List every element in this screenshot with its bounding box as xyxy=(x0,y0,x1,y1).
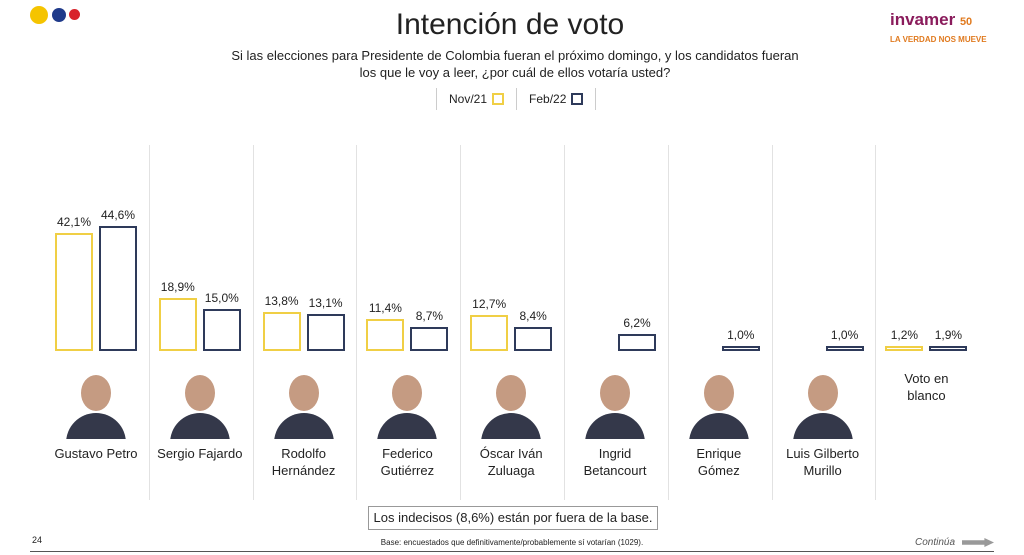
logo-tagline: LA VERDAD NOS MUEVE xyxy=(890,35,987,44)
column-separator xyxy=(148,145,150,500)
candidate-name: Ingrid Betancourt xyxy=(583,446,647,478)
photo-body xyxy=(273,413,334,439)
candidate-photo xyxy=(788,367,858,439)
photo-body xyxy=(481,413,542,439)
bar xyxy=(514,327,553,351)
bar xyxy=(618,333,656,351)
bar xyxy=(202,309,241,351)
bar xyxy=(99,226,137,351)
photo-head xyxy=(703,375,734,411)
bar xyxy=(306,314,345,351)
candidate-photo xyxy=(372,367,442,439)
footer-rule xyxy=(30,551,994,552)
candidate-photo xyxy=(165,367,235,439)
candidate-name: Óscar Iván Zuluaga xyxy=(479,446,543,478)
bar xyxy=(470,315,509,351)
bar xyxy=(721,346,760,351)
column-separator xyxy=(356,145,358,500)
candidate-name: Enrique Gómez xyxy=(696,446,742,478)
photo-body xyxy=(169,413,230,439)
photo-head xyxy=(392,375,423,411)
note: Los indecisos (8,6%) están por fuera de … xyxy=(368,506,658,530)
legend-item: Feb/22 xyxy=(516,88,597,110)
candidate-photo xyxy=(269,367,339,439)
candidate-name: Voto en blanco xyxy=(904,371,949,403)
legend-swatch xyxy=(571,93,584,105)
photo-head xyxy=(184,375,215,411)
value-label: 42,1% xyxy=(56,215,92,230)
value-label: 1,2% xyxy=(890,328,919,342)
value-label: 1,0% xyxy=(727,328,755,342)
column-separator xyxy=(875,145,877,500)
logo-brand: invamer xyxy=(890,10,956,29)
candidate-name: Sergio Fajardo xyxy=(157,446,243,461)
candidate-name: Luis Gilberto Murillo xyxy=(786,446,860,478)
bar xyxy=(55,233,93,351)
subtitle: Si las elecciones para Presidente de Col… xyxy=(231,48,799,80)
page-number: 24 xyxy=(32,535,43,545)
column-separator xyxy=(252,145,254,500)
value-label: 13,1% xyxy=(308,296,343,311)
bar xyxy=(366,319,405,351)
candidate-photo xyxy=(684,367,754,439)
bar xyxy=(929,345,968,351)
value-label: 18,9% xyxy=(160,280,195,295)
photo-head xyxy=(496,375,527,411)
legend-swatch xyxy=(492,93,505,105)
photo-head xyxy=(288,375,319,411)
logo-anniversary: 50 xyxy=(959,16,973,28)
photo-head xyxy=(81,375,111,411)
value-label: 6,2% xyxy=(623,315,651,330)
bar xyxy=(885,346,924,351)
bar xyxy=(262,312,301,351)
value-label: 8,7% xyxy=(415,308,444,323)
value-label: 8,4% xyxy=(519,309,547,324)
legend-item: Nov/21 xyxy=(436,88,516,110)
legend: Nov/21 Feb/22 xyxy=(436,88,597,110)
photo-body xyxy=(688,413,749,439)
value-label: 1,9% xyxy=(934,327,963,342)
column-separator xyxy=(460,145,462,500)
bar xyxy=(158,298,197,351)
candidate-name: Rodolfo Hernández xyxy=(271,446,336,478)
legend-label: Feb/22 xyxy=(529,92,567,106)
column-separator xyxy=(667,145,669,500)
logo: invamer 50 xyxy=(890,10,972,30)
bar xyxy=(410,326,449,351)
photo-body xyxy=(585,413,645,439)
value-label: 13,8% xyxy=(264,294,299,309)
value-label: 44,6% xyxy=(100,208,136,223)
legend-label: Nov/21 xyxy=(449,92,488,106)
photo-body xyxy=(66,413,126,439)
candidate-photo xyxy=(580,367,650,439)
value-label: 12,7% xyxy=(472,297,507,312)
photo-body xyxy=(377,413,438,439)
candidate-name: Gustavo Petro xyxy=(54,446,138,461)
photo-head xyxy=(807,375,838,411)
column-separator xyxy=(771,145,773,500)
photo-head xyxy=(600,375,630,411)
value-label: 11,4% xyxy=(368,301,402,316)
column-separator xyxy=(564,145,565,500)
candidate-photo xyxy=(61,367,131,439)
value-label: 1,0% xyxy=(830,328,859,342)
photo-body xyxy=(792,413,853,439)
candidate-name: Federico Gutiérrez xyxy=(380,446,435,478)
value-label: 15,0% xyxy=(204,291,239,305)
footnote: Base: encuestados que definitivamente/pr… xyxy=(380,538,644,547)
continue-arrow xyxy=(962,538,994,547)
continue-label: Continúa xyxy=(915,537,956,548)
title: Intención de voto xyxy=(395,8,625,41)
candidate-photo xyxy=(476,367,546,439)
bar xyxy=(825,346,864,351)
